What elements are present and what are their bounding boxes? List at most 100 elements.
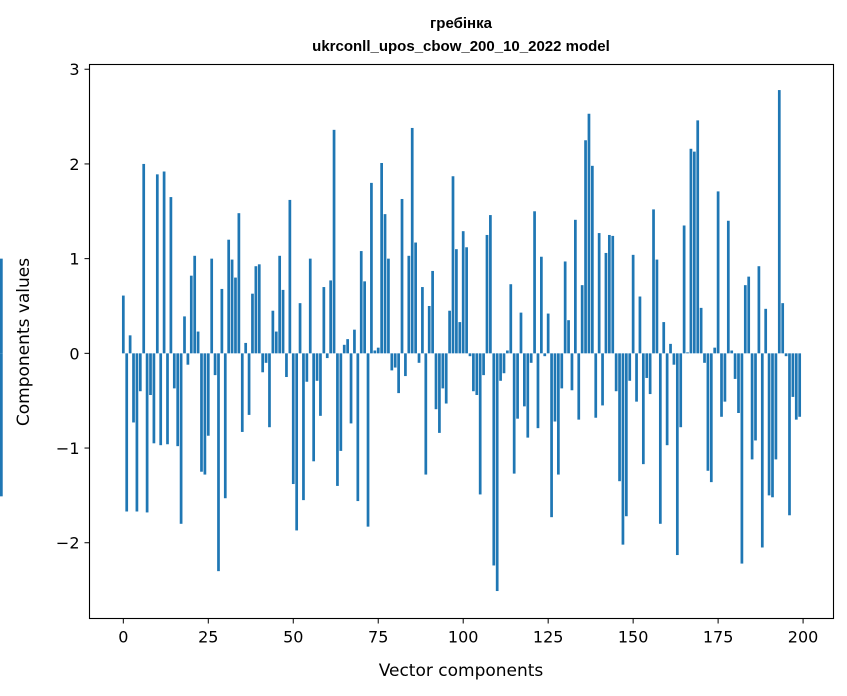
bar bbox=[764, 308, 768, 354]
bar bbox=[628, 353, 632, 381]
bar bbox=[648, 353, 652, 395]
bar bbox=[268, 353, 271, 428]
bar bbox=[370, 182, 373, 354]
bar bbox=[550, 353, 553, 518]
bar bbox=[747, 276, 751, 354]
bar bbox=[502, 353, 506, 374]
bar bbox=[193, 255, 197, 354]
bar bbox=[536, 353, 540, 429]
bar bbox=[526, 353, 530, 438]
bar bbox=[128, 335, 132, 354]
bar bbox=[767, 353, 771, 496]
bar bbox=[441, 353, 445, 389]
bar bbox=[393, 353, 397, 368]
bar bbox=[662, 322, 666, 354]
bar bbox=[376, 347, 380, 354]
bar bbox=[468, 353, 472, 357]
bar bbox=[434, 353, 438, 410]
bar bbox=[624, 353, 628, 517]
bar bbox=[285, 353, 288, 378]
bar bbox=[138, 353, 142, 392]
bar bbox=[686, 352, 689, 354]
bar bbox=[200, 353, 203, 472]
bar bbox=[631, 254, 635, 354]
bar bbox=[563, 261, 567, 354]
bar bbox=[771, 353, 774, 498]
bar bbox=[529, 353, 533, 363]
bar bbox=[726, 220, 730, 354]
bar bbox=[159, 353, 163, 446]
bar bbox=[162, 171, 166, 354]
y-tick-label: −2 bbox=[56, 534, 80, 553]
bar bbox=[713, 347, 717, 354]
x-tick-label: 175 bbox=[703, 628, 734, 647]
bar bbox=[230, 259, 234, 354]
bar bbox=[478, 353, 482, 495]
bar bbox=[461, 231, 465, 354]
bar bbox=[329, 280, 333, 354]
x-tick-label: 150 bbox=[618, 628, 649, 647]
bar bbox=[553, 353, 557, 422]
bar bbox=[155, 174, 159, 354]
bar bbox=[451, 176, 455, 354]
bar bbox=[696, 120, 700, 354]
bar bbox=[186, 353, 190, 365]
bar bbox=[641, 353, 645, 465]
bar bbox=[444, 353, 448, 404]
bar bbox=[672, 353, 676, 365]
bar bbox=[322, 287, 326, 354]
bar bbox=[298, 303, 302, 354]
bar bbox=[421, 287, 424, 354]
bar bbox=[254, 266, 258, 354]
bar bbox=[757, 266, 761, 354]
bar bbox=[519, 312, 523, 354]
bar bbox=[223, 353, 227, 499]
bar bbox=[121, 295, 125, 354]
bar bbox=[706, 353, 710, 471]
bar bbox=[169, 197, 173, 354]
bar bbox=[703, 353, 706, 363]
y-tick-label: −1 bbox=[56, 439, 80, 458]
bar bbox=[410, 127, 414, 354]
bar bbox=[145, 353, 149, 513]
bar bbox=[380, 162, 383, 354]
bar bbox=[557, 353, 560, 475]
bar bbox=[614, 353, 618, 392]
x-axis-ticks: 0 25 50 75 100 125 150 175 200 bbox=[118, 618, 818, 647]
bar bbox=[237, 213, 241, 354]
x-tick-label: 0 bbox=[118, 628, 128, 647]
bar bbox=[611, 235, 615, 354]
bar bbox=[400, 198, 404, 354]
bar bbox=[597, 233, 601, 354]
bar bbox=[264, 353, 268, 363]
bar bbox=[417, 353, 421, 363]
bar bbox=[227, 239, 231, 354]
bar bbox=[319, 353, 322, 416]
bar bbox=[730, 350, 734, 354]
bar bbox=[475, 353, 479, 396]
bar bbox=[455, 249, 458, 354]
bar bbox=[179, 353, 183, 524]
bar bbox=[234, 277, 237, 354]
bar bbox=[438, 353, 441, 433]
x-tick-label: 25 bbox=[198, 628, 218, 647]
y-tick-label: 2 bbox=[69, 155, 79, 174]
chart-subtitle: ukrconll_upos_cbow_200_10_2022 model bbox=[312, 38, 610, 55]
bar bbox=[356, 353, 360, 502]
bar bbox=[523, 353, 526, 407]
bar bbox=[604, 252, 608, 354]
bar bbox=[750, 353, 754, 460]
bar bbox=[342, 344, 346, 354]
bar bbox=[172, 353, 176, 389]
bar bbox=[132, 353, 135, 423]
bar bbox=[373, 350, 377, 354]
bar bbox=[546, 313, 550, 354]
bar bbox=[0, 353, 3, 497]
bar bbox=[794, 353, 798, 420]
bar bbox=[485, 234, 489, 354]
bar bbox=[149, 353, 152, 396]
bar bbox=[788, 353, 791, 516]
bar bbox=[737, 353, 740, 413]
bar bbox=[754, 353, 757, 441]
bar bbox=[125, 353, 129, 512]
